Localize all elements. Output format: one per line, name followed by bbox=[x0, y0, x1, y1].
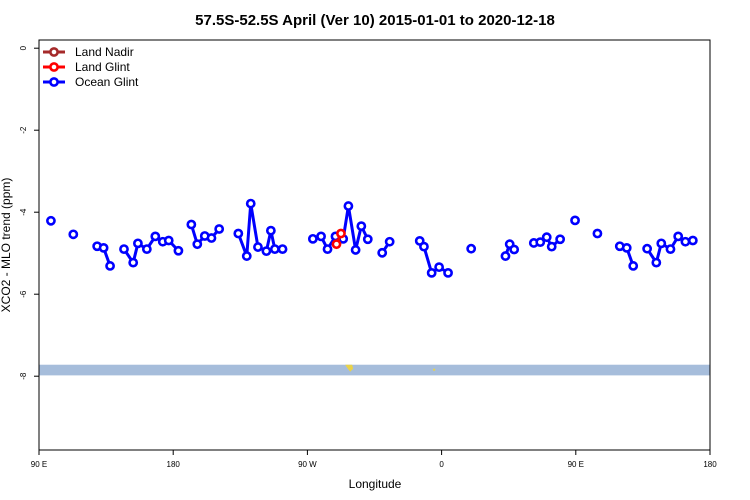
y-tick-label: 0 bbox=[19, 45, 28, 50]
data-point bbox=[253, 242, 263, 252]
data-point bbox=[186, 219, 197, 230]
data-point bbox=[665, 244, 676, 254]
data-point bbox=[434, 262, 445, 273]
data-point bbox=[150, 231, 161, 242]
series-ocean-glint bbox=[46, 198, 698, 278]
data-point bbox=[233, 228, 244, 239]
data-point bbox=[46, 215, 56, 226]
y-axis-ticks: 0 -2 -4 -6 -8 bbox=[19, 45, 39, 380]
data-point bbox=[192, 239, 203, 250]
x-axis-ticks: 90 E 180 90 W 0 90 E 180 bbox=[31, 450, 717, 469]
data-point bbox=[466, 243, 477, 254]
data-point bbox=[546, 241, 557, 252]
legend-label: Land Glint bbox=[75, 60, 130, 74]
plot-frame bbox=[38, 39, 711, 451]
x-tick-label: 90 W bbox=[298, 460, 317, 469]
data-point bbox=[509, 244, 520, 255]
data-point bbox=[687, 235, 698, 246]
legend-item: Ocean Glint bbox=[43, 75, 139, 89]
map-band-land-small bbox=[433, 368, 436, 371]
legend-marker bbox=[49, 62, 59, 72]
y-tick-label: -8 bbox=[19, 372, 28, 380]
data-point bbox=[214, 224, 225, 234]
data-point bbox=[105, 261, 115, 271]
data-point bbox=[356, 221, 367, 232]
data-point bbox=[426, 267, 437, 278]
data-point bbox=[651, 257, 662, 268]
data-point bbox=[316, 231, 326, 242]
data-point bbox=[331, 239, 342, 250]
data-point bbox=[241, 251, 252, 261]
data-point bbox=[261, 246, 272, 257]
chart-title: 57.5S-52.5S April (Ver 10) 2015-01-01 to… bbox=[195, 12, 555, 29]
legend-item: Land Nadir bbox=[43, 45, 134, 59]
legend-marker bbox=[49, 77, 59, 87]
data-point bbox=[592, 228, 603, 239]
data-point bbox=[336, 228, 346, 239]
data-point bbox=[141, 244, 152, 254]
y-tick-label: -4 bbox=[19, 208, 28, 216]
series-land-glint bbox=[331, 228, 346, 250]
data-point bbox=[673, 231, 684, 242]
data-point bbox=[133, 238, 143, 249]
data-point bbox=[343, 201, 354, 211]
data-point bbox=[621, 242, 632, 253]
series-layer bbox=[46, 198, 698, 278]
data-point bbox=[265, 225, 276, 236]
y-axis-label: XCO2 - MLO trend (ppm) bbox=[0, 178, 13, 313]
data-point bbox=[350, 245, 361, 255]
data-point bbox=[163, 235, 174, 246]
map-band bbox=[39, 364, 710, 376]
data-point bbox=[277, 244, 288, 254]
x-axis-label: Longitude bbox=[349, 477, 402, 491]
x-tick-label: 90 E bbox=[568, 460, 584, 469]
x-tick-label: 180 bbox=[167, 460, 181, 469]
data-point bbox=[68, 229, 79, 240]
data-point bbox=[362, 234, 373, 245]
data-point bbox=[119, 244, 129, 254]
legend-marker bbox=[49, 47, 59, 57]
map-band-ocean bbox=[39, 364, 710, 376]
data-point bbox=[419, 241, 429, 252]
data-point bbox=[206, 233, 217, 243]
legend-label: Land Nadir bbox=[75, 45, 134, 59]
data-point bbox=[269, 244, 280, 254]
data-point bbox=[322, 244, 333, 254]
data-point bbox=[541, 232, 552, 243]
data-point bbox=[656, 238, 667, 249]
data-point bbox=[307, 233, 318, 244]
data-point bbox=[500, 251, 511, 261]
data-point bbox=[377, 247, 388, 258]
y-tick-label: -2 bbox=[19, 126, 28, 134]
data-point bbox=[535, 237, 546, 248]
data-point bbox=[128, 257, 139, 268]
data-point bbox=[98, 242, 109, 253]
legend-label: Ocean Glint bbox=[75, 75, 139, 89]
x-tick-label: 90 E bbox=[31, 460, 47, 469]
data-point bbox=[628, 261, 639, 271]
data-point bbox=[173, 245, 184, 256]
data-point bbox=[384, 236, 395, 247]
data-point bbox=[245, 198, 256, 209]
data-point bbox=[642, 243, 653, 254]
y-tick-label: -6 bbox=[19, 290, 28, 298]
data-point bbox=[680, 236, 691, 247]
data-point bbox=[555, 234, 566, 245]
map-band-land bbox=[345, 364, 354, 372]
x-tick-label: 0 bbox=[439, 460, 444, 469]
data-point bbox=[443, 267, 453, 278]
x-tick-label: 180 bbox=[703, 460, 717, 469]
legend-item: Land Glint bbox=[43, 60, 130, 74]
data-point bbox=[570, 215, 580, 226]
